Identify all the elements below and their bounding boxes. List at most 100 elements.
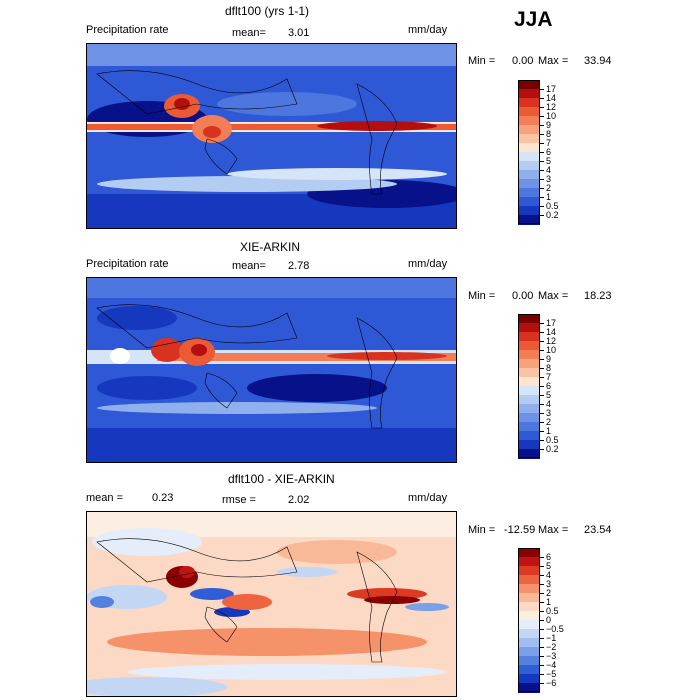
panel-2-mean-label: mean= bbox=[232, 260, 266, 272]
colorbar-swatch bbox=[518, 134, 540, 144]
colorbar-tick-label: 17 bbox=[546, 84, 557, 94]
colorbar-tick-label: −1 bbox=[546, 633, 557, 643]
colorbar-swatch bbox=[518, 629, 540, 639]
colorbar-tick bbox=[540, 647, 544, 648]
colorbar-tick bbox=[540, 332, 544, 333]
colorbar-swatch bbox=[518, 656, 540, 666]
panel-1-mean-label: mean= bbox=[232, 27, 266, 39]
panel-2-max-label: Max = bbox=[538, 290, 569, 302]
panel-1-title: dflt100 (yrs 1-1) bbox=[225, 4, 310, 18]
colorbar-tick bbox=[540, 683, 544, 684]
colorbar-tick-label: 9 bbox=[546, 354, 552, 364]
panel-3-units: mm/day bbox=[408, 492, 448, 504]
colorbar-tick bbox=[540, 368, 544, 369]
colorbar-swatch bbox=[518, 89, 540, 99]
colorbar-tick bbox=[540, 602, 544, 603]
colorbar-swatch bbox=[518, 152, 540, 162]
colorbar-frame bbox=[518, 80, 540, 224]
colorbar-swatch bbox=[518, 665, 540, 675]
panel-2-map bbox=[86, 277, 457, 463]
colorbar-tick-label: −3 bbox=[546, 651, 557, 661]
colorbar-tick-label: 1 bbox=[546, 597, 552, 607]
colorbar-tick-label: 4 bbox=[546, 399, 552, 409]
colorbar-swatch bbox=[518, 431, 540, 441]
colorbar-tick-label: 5 bbox=[546, 390, 552, 400]
colorbar-tick-label: 3 bbox=[546, 174, 552, 184]
colorbar-swatch bbox=[518, 548, 540, 558]
panel-2-min-label: Min = bbox=[468, 290, 496, 302]
colorbar-tick-label: −4 bbox=[546, 660, 557, 670]
colorbar-tick bbox=[540, 152, 544, 153]
panel-1-variable-label: Precipitation rate bbox=[86, 24, 169, 36]
colorbar-tick bbox=[540, 386, 544, 387]
panel-3-map-graphic bbox=[87, 512, 456, 696]
colorbar-tick-label: 1 bbox=[546, 192, 552, 202]
colorbar-swatch bbox=[518, 332, 540, 342]
panel-1-max-label: Max = bbox=[538, 55, 569, 67]
colorbar-tick-label: 10 bbox=[546, 345, 557, 355]
panel-1-min-value: 0.00 bbox=[512, 55, 534, 67]
colorbar-swatch bbox=[518, 125, 540, 135]
colorbar-tick bbox=[540, 674, 544, 675]
panel-2-units: mm/day bbox=[408, 258, 448, 270]
colorbar-tick bbox=[540, 116, 544, 117]
colorbar-tick bbox=[540, 413, 544, 414]
colorbar-tick-label: 5 bbox=[546, 561, 552, 571]
colorbar-tick-label: 8 bbox=[546, 129, 552, 139]
colorbar-swatch bbox=[518, 413, 540, 423]
colorbar-tick-label: 10 bbox=[546, 111, 557, 121]
colorbar-tick bbox=[540, 377, 544, 378]
colorbar-tick bbox=[540, 341, 544, 342]
colorbar-tick bbox=[540, 656, 544, 657]
colorbar-frame bbox=[518, 548, 540, 692]
panel-1-units: mm/day bbox=[408, 24, 448, 36]
colorbar-swatch bbox=[518, 143, 540, 153]
panel-1-max-value: 33.94 bbox=[584, 55, 612, 67]
colorbar-tick-label: 0 bbox=[546, 615, 552, 625]
colorbar-tick-label: 3 bbox=[546, 579, 552, 589]
panel-2-min-value: 0.00 bbox=[512, 290, 534, 302]
panel-3-map bbox=[86, 511, 457, 697]
panel-1-map-graphic bbox=[87, 44, 456, 228]
colorbar-swatch bbox=[518, 683, 540, 693]
colorbar-tick-label: 12 bbox=[546, 102, 557, 112]
colorbar-swatch bbox=[518, 359, 540, 369]
colorbar-tick bbox=[540, 575, 544, 576]
panel-3-title: dflt100 - XIE-ARKIN bbox=[228, 472, 335, 486]
colorbar-tick-label: 2 bbox=[546, 417, 552, 427]
colorbar-tick-label: 2 bbox=[546, 183, 552, 193]
colorbar-swatch bbox=[518, 107, 540, 117]
panel-1-map bbox=[86, 43, 457, 229]
colorbar-tick bbox=[540, 89, 544, 90]
colorbar-tick-label: −2 bbox=[546, 642, 557, 652]
colorbar-swatch bbox=[518, 404, 540, 414]
colorbar-swatch bbox=[518, 575, 540, 585]
colorbar-tick bbox=[540, 422, 544, 423]
colorbar-tick-label: 0.2 bbox=[546, 210, 559, 220]
colorbar-tick bbox=[540, 611, 544, 612]
colorbar-swatch bbox=[518, 170, 540, 180]
panel-2-colorbar: 17 14 12 10 9 8 7 6 5 4 3 2 1 0.5 0.2 bbox=[518, 314, 559, 459]
panel-3-rmse-label: rmse = bbox=[222, 494, 256, 506]
colorbar-tick bbox=[540, 197, 544, 198]
colorbar-tick-label: 0.5 bbox=[546, 435, 559, 445]
colorbar-swatch bbox=[518, 314, 540, 324]
colorbar-tick-label: 4 bbox=[546, 165, 552, 175]
colorbar-tick-label: −6 bbox=[546, 678, 557, 688]
colorbar-swatch bbox=[518, 206, 540, 216]
colorbar-swatch bbox=[518, 395, 540, 405]
panel-3-max-value: 23.54 bbox=[584, 524, 612, 536]
colorbar-swatch bbox=[518, 377, 540, 387]
colorbar-tick bbox=[540, 638, 544, 639]
colorbar-tick bbox=[540, 188, 544, 189]
colorbar-swatch bbox=[518, 188, 540, 198]
panel-2-max-value: 18.23 bbox=[584, 290, 612, 302]
colorbar-swatch bbox=[518, 593, 540, 603]
colorbar-tick bbox=[540, 323, 544, 324]
panel-3-min-label: Min = bbox=[468, 524, 496, 536]
colorbar-swatch bbox=[518, 620, 540, 630]
colorbar-tick bbox=[540, 179, 544, 180]
colorbar-tick-label: 0.5 bbox=[546, 606, 559, 616]
colorbar-tick bbox=[540, 125, 544, 126]
colorbar-swatch bbox=[518, 449, 540, 459]
